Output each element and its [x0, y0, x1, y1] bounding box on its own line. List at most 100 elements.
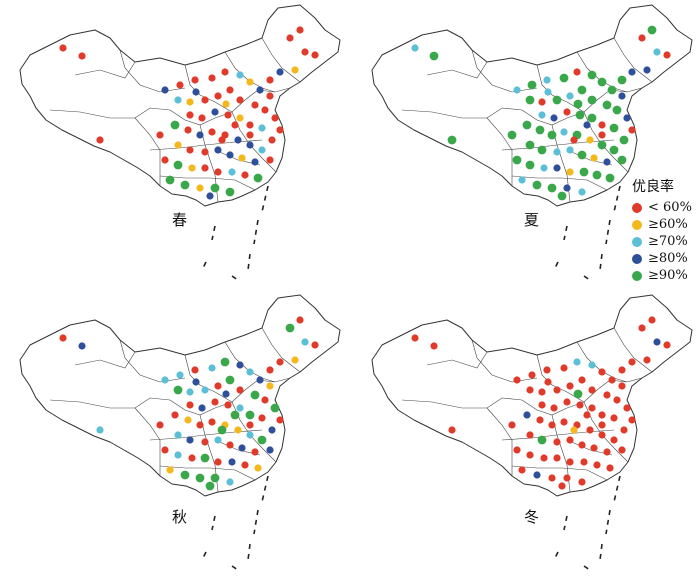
city-dot: [257, 435, 267, 445]
legend-item-ge90: ≥90%: [630, 267, 692, 284]
city-dot: [563, 108, 571, 116]
city-dot: [638, 324, 646, 332]
city-dot: [253, 173, 263, 183]
legend-dot-lt60: [632, 202, 642, 213]
province-boundary: [576, 341, 628, 383]
city-dot: [214, 382, 222, 390]
map-panel-3: 秋: [19, 294, 341, 571]
maritime-boundary: [211, 225, 216, 241]
maritime-boundary: [605, 219, 611, 245]
legend-dot-ge90: [632, 270, 642, 281]
city-dot: [224, 401, 232, 409]
city-dot: [180, 470, 190, 480]
city-dot: [311, 51, 319, 59]
city-dot: [205, 481, 215, 491]
city-dot: [208, 128, 216, 136]
city-dot: [447, 135, 457, 145]
province-boundary: [159, 465, 256, 481]
city-dot: [291, 356, 299, 364]
province-boundary: [401, 397, 523, 409]
legend-label-ge90: ≥90%: [648, 268, 688, 283]
city-dot: [166, 466, 174, 474]
city-dot: [523, 411, 531, 419]
city-dot: [180, 180, 190, 190]
city-dot: [663, 51, 671, 59]
city-dot: [538, 111, 546, 119]
city-dot: [613, 396, 621, 404]
province-boundary: [471, 49, 538, 93]
city-dot: [217, 425, 227, 435]
city-dot: [533, 471, 541, 479]
city-dot: [566, 92, 574, 100]
city-dot: [238, 154, 246, 162]
city-dot: [513, 86, 521, 94]
city-dot: [566, 458, 574, 466]
city-dot: [586, 426, 594, 434]
province-boundary: [184, 64, 233, 113]
city-dot: [619, 135, 629, 145]
city-dot: [623, 404, 631, 412]
maritime-boundary: [553, 261, 559, 271]
city-dot: [192, 378, 200, 386]
city-dot: [653, 338, 661, 346]
legend-label-ge70: ≥70%: [648, 234, 688, 249]
city-dot: [588, 404, 596, 412]
city-dot: [628, 358, 636, 366]
city-dot: [174, 96, 182, 104]
city-dot: [598, 131, 606, 139]
province-boundary: [134, 117, 161, 186]
city-dot: [553, 148, 561, 156]
maritime-boundary: [253, 509, 259, 535]
map-panel-2: 夏: [371, 4, 693, 281]
city-dot: [266, 92, 274, 100]
province-boundary: [149, 139, 263, 151]
city-dot: [59, 44, 67, 52]
city-dot: [156, 131, 164, 139]
city-dot: [161, 156, 169, 164]
city-dot: [200, 453, 210, 463]
city-dot: [430, 342, 438, 350]
city-dot: [222, 100, 230, 108]
province-boundary: [426, 351, 488, 369]
province-boundary: [169, 389, 246, 416]
city-dot: [528, 371, 536, 379]
city-dot: [311, 341, 319, 349]
city-dot: [593, 461, 601, 469]
city-dot: [560, 364, 568, 372]
city-dot: [563, 474, 571, 482]
city-dot: [186, 98, 194, 106]
city-dot: [228, 168, 236, 176]
city-dot: [268, 136, 276, 144]
city-dot: [161, 86, 169, 94]
province-boundary: [159, 175, 256, 191]
city-dot: [518, 176, 526, 184]
city-dot: [598, 421, 606, 429]
city-dot: [221, 68, 229, 76]
city-dot: [610, 414, 618, 422]
city-dot: [201, 148, 209, 156]
city-dot: [563, 398, 571, 406]
city-dot: [208, 418, 216, 426]
city-dot: [246, 131, 254, 139]
city-dot: [192, 88, 200, 96]
city-dot: [603, 391, 611, 399]
province-boundary: [486, 117, 513, 186]
city-dot: [597, 77, 607, 87]
city-dot: [198, 404, 206, 412]
city-dot: [226, 151, 234, 159]
city-dot: [547, 130, 557, 140]
city-dot: [527, 80, 537, 90]
province-boundary: [486, 407, 513, 476]
city-dot: [196, 421, 204, 429]
city-dot: [266, 446, 274, 454]
city-dot: [208, 364, 216, 372]
city-dot: [588, 361, 596, 369]
province-boundary: [119, 49, 186, 93]
city-dot: [537, 145, 547, 155]
city-dot: [254, 464, 262, 472]
city-dot: [638, 34, 646, 42]
city-dot: [251, 448, 259, 456]
city-dot: [550, 404, 558, 412]
